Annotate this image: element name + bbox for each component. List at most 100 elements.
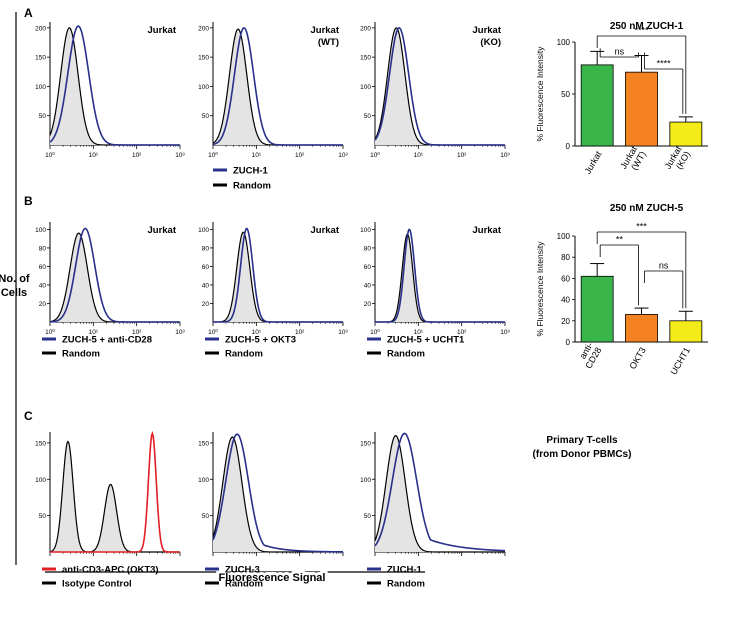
histogram-9: 50 100 150 ZUCH-1 Random <box>360 432 506 590</box>
cell-line-label: Jurkat <box>147 25 176 36</box>
x-tick-label: 10¹ <box>252 329 262 336</box>
y-tick-label: 200 <box>35 25 46 32</box>
histogram-line-zuch-1 <box>212 26 343 146</box>
panel-a-legend: ZUCH-1 Random <box>213 166 271 192</box>
y-tick-label: 150 <box>360 55 371 62</box>
histogram-fill-area <box>213 29 343 146</box>
x-tick-label: 10⁰ <box>370 328 380 336</box>
x-tick-label: 10² <box>132 152 142 159</box>
x-tick-label: 10⁰ <box>370 151 380 159</box>
y-tick-label: 20 <box>202 301 210 308</box>
bar-y-tick-label: 100 <box>557 38 571 47</box>
histogram-8: 50 100 150 ZUCH-3 Random <box>198 432 344 590</box>
x-axis-label: Fluorescence Signal <box>219 572 326 584</box>
y-tick-label: 200 <box>198 25 209 32</box>
histogram-fill-area <box>50 233 180 322</box>
y-tick-label: 50 <box>39 513 47 520</box>
legend-text: ZUCH-5 + UCHT1 <box>387 335 465 346</box>
figure-frame: No. of Cells Fluorescence Signal A B C P… <box>0 6 631 587</box>
x-tick-label: 10⁰ <box>45 151 55 159</box>
x-tick-label: 10³ <box>175 152 185 159</box>
significance-label: ns <box>615 47 625 57</box>
y-tick-label: 60 <box>364 264 372 271</box>
legend-text: Random <box>387 349 425 360</box>
cell-line-label: (WT) <box>318 37 339 48</box>
y-tick-label: 20 <box>39 301 47 308</box>
y-tick-label: 40 <box>39 282 47 289</box>
bar <box>625 314 658 343</box>
primary-cells-label-line-1: Primary T-cells <box>546 435 618 446</box>
x-tick-label: 10² <box>295 329 305 336</box>
y-tick-label: 100 <box>360 84 371 91</box>
bar-chart-2: 250 nM ZUCH-5 0 20 40 60 80 100 % Fluorescence … <box>535 203 708 376</box>
significance-bracket: ns <box>644 261 684 309</box>
significance-bracket: **** <box>596 26 687 114</box>
y-tick-label: 150 <box>198 440 209 447</box>
category-label-line: UCHT1 <box>668 346 692 377</box>
x-tick-label: 10¹ <box>252 152 262 159</box>
y-tick-label: 100 <box>360 227 371 234</box>
histogram-line-zuch-1 <box>374 27 505 146</box>
bar-y-tick-label: 80 <box>561 253 570 262</box>
histogram-line-zuch-3 <box>212 433 344 553</box>
histogram-line-zuch-5-okt3 <box>213 227 343 323</box>
y-tick-label: 100 <box>35 477 46 484</box>
histogram-6: 20 40 60 80 100 10⁰ 10¹ 10² 10³ Jurkat ZUCH-5 + UC… <box>360 222 511 360</box>
cell-line-label: Jurkat <box>472 25 501 36</box>
y-tick-label: 50 <box>202 113 210 120</box>
bar <box>625 71 658 147</box>
category-label: OKT3 <box>627 346 647 371</box>
x-tick-label: 10³ <box>175 329 185 336</box>
x-tick-label: 10¹ <box>414 329 424 336</box>
y-tick-label: 150 <box>198 55 209 62</box>
x-tick-label: 10¹ <box>89 152 99 159</box>
x-tick-label: 10³ <box>338 329 348 336</box>
histogram-4: 20 40 60 80 100 10⁰ 10¹ 10² 10³ Jurkat ZUCH-5 + an… <box>35 222 186 360</box>
y-axis-label-line-1: No. of <box>0 273 30 285</box>
y-tick-label: 150 <box>35 440 46 447</box>
bar-y-tick-label: 60 <box>561 274 570 283</box>
y-tick-label: 80 <box>39 245 47 252</box>
x-tick-label: 10² <box>295 152 305 159</box>
y-tick-label: 40 <box>202 282 210 289</box>
bar-y-tick-label: 20 <box>561 317 570 326</box>
y-tick-label: 50 <box>202 513 210 520</box>
bar-y-tick-label: 50 <box>561 90 570 99</box>
legend-text: ZUCH-5 + anti-CD28 <box>62 335 152 346</box>
y-tick-label: 100 <box>35 227 46 234</box>
bar-chart-title: 250 nM ZUCH-1 <box>610 21 684 32</box>
histogram-7: 50 100 150 anti-CD3-APC (OKT3) Isotype Contr… <box>35 430 181 590</box>
histogram-fill-area <box>375 435 505 552</box>
histogram-line-zuch-5-anti-cd28 <box>49 227 180 323</box>
bar-y-tick-label: 0 <box>566 338 571 347</box>
significance-bracket: ns <box>599 47 639 58</box>
histogram-line-random <box>374 435 505 553</box>
significance-bracket: **** <box>644 52 684 114</box>
legend-text: Random <box>233 181 271 192</box>
y-tick-label: 20 <box>364 301 372 308</box>
category-label: Jurkat(KO) <box>663 144 693 171</box>
y-tick-label: 60 <box>202 264 210 271</box>
cell-line-label: Jurkat <box>472 225 501 236</box>
bar-y-tick-label: 40 <box>561 296 570 305</box>
cell-line-label: Jurkat <box>310 225 339 236</box>
bar <box>669 320 703 343</box>
x-tick-label: 10³ <box>500 152 510 159</box>
x-tick-label: 10³ <box>500 329 510 336</box>
category-label: UCHT1 <box>668 346 692 377</box>
bar <box>669 121 703 147</box>
significance-label: *** <box>636 222 647 232</box>
legend-text: anti-CD3-APC (OKT3) <box>62 565 159 576</box>
histogram-fill-area <box>213 232 343 322</box>
legend-text: Random <box>62 349 100 360</box>
category-label: anti-CD28 <box>577 341 603 371</box>
y-tick-label: 200 <box>360 25 371 32</box>
x-tick-label: 10² <box>457 329 467 336</box>
histogram-1: 50 100 150 200 10⁰ 10¹ 10² 10³ Jurkat <box>35 22 186 159</box>
y-tick-label: 40 <box>364 282 372 289</box>
panel-letter-a: A <box>24 6 33 20</box>
x-tick-label: 10⁰ <box>208 328 218 336</box>
y-tick-label: 150 <box>35 55 46 62</box>
legend-text: ZUCH-3 <box>225 565 260 576</box>
